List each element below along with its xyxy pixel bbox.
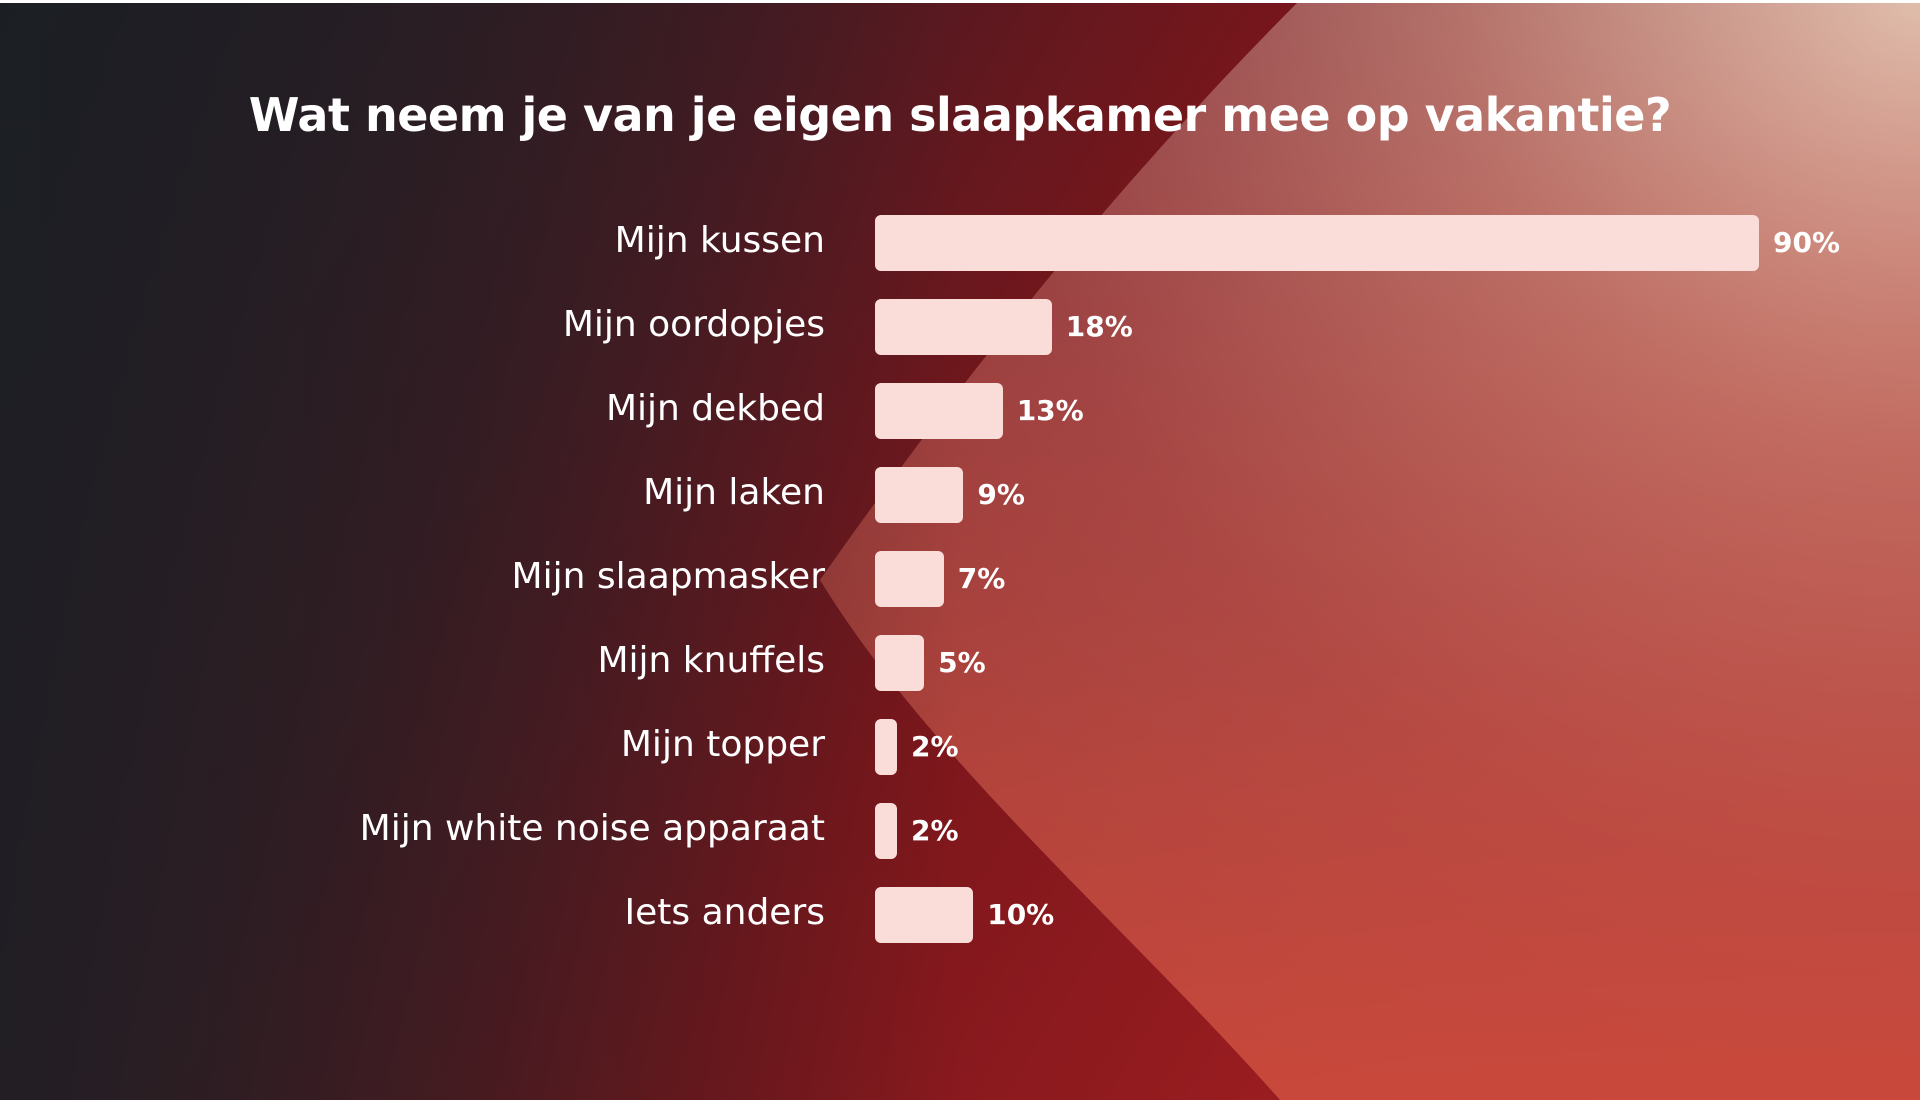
value-label: 10% [987,898,1055,931]
category-label: Mijn oordopjes [562,304,825,345]
value-label: 2% [911,814,959,847]
bar [875,887,974,943]
bar [875,467,964,523]
chart-title: Wat neem je van je eigen slaapkamer mee … [248,88,1672,142]
value-label: 13% [1016,394,1084,427]
category-label: Mijn knuffels [597,640,825,681]
value-label: 18% [1065,310,1133,343]
category-label: Mijn topper [620,724,825,765]
category-label: Mijn laken [643,472,825,513]
category-label: Mijn slaapmasker [511,556,825,597]
category-label: Mijn white noise apparaat [359,808,825,849]
category-label: Mijn kussen [614,220,825,261]
top-border [0,0,1920,3]
category-label: Iets anders [624,892,825,933]
category-label: Mijn dekbed [605,388,825,429]
value-label: 9% [977,478,1025,511]
value-label: 90% [1773,226,1841,259]
bar [875,299,1052,355]
bar [875,215,1759,271]
bar [875,551,944,607]
bar [875,719,897,775]
bar [875,803,897,859]
bar [875,635,925,691]
value-label: 7% [957,562,1006,595]
value-label: 5% [938,646,986,679]
bar [875,383,1003,439]
value-label: 2% [911,730,959,763]
